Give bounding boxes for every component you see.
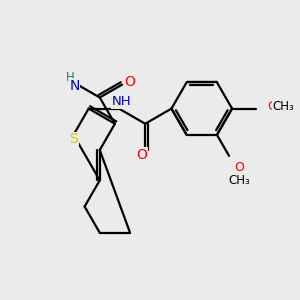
Text: O: O: [235, 161, 244, 175]
Text: N: N: [69, 79, 80, 93]
Text: O: O: [137, 148, 148, 162]
Text: CH₃: CH₃: [229, 174, 250, 187]
Text: CH₃: CH₃: [273, 100, 295, 113]
Text: S: S: [69, 132, 78, 146]
Text: NH: NH: [112, 95, 132, 108]
Text: O: O: [124, 75, 135, 88]
Text: O: O: [267, 100, 277, 113]
Text: H: H: [65, 71, 74, 85]
